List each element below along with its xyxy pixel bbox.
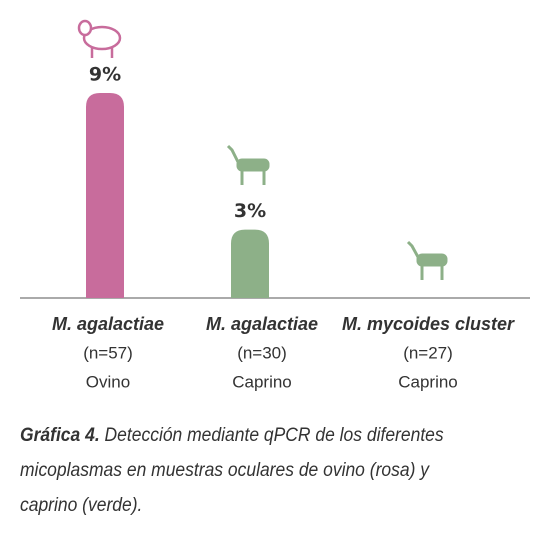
host-label: Caprino <box>232 372 292 391</box>
category-label: M. agalactiae <box>206 314 318 334</box>
goat-icon <box>406 240 448 280</box>
caption-label: Gráfica 4. <box>20 425 100 446</box>
goat-icon <box>226 144 270 185</box>
sample-size: (n=30) <box>237 343 287 362</box>
sample-size: (n=57) <box>83 343 133 362</box>
caption-text: Detección mediante qPCR de los diferente… <box>20 425 444 516</box>
category-label: M. agalactiae <box>52 314 164 334</box>
bar <box>231 229 269 298</box>
host-label: Caprino <box>398 372 458 391</box>
sample-size: (n=27) <box>403 343 453 362</box>
value-label: 3% <box>234 200 266 222</box>
chart: 9% M. agalactiae (n=57) Ovino 3% M. agalactia… <box>20 19 530 391</box>
host-label: Ovino <box>86 372 130 391</box>
bar <box>86 93 124 298</box>
category-label: M. mycoides cluster <box>342 314 515 334</box>
value-label: 9% <box>89 64 121 86</box>
caption: Gráfica 4. Detección mediante qPCR de lo… <box>20 418 480 523</box>
sheep-icon <box>77 19 122 58</box>
